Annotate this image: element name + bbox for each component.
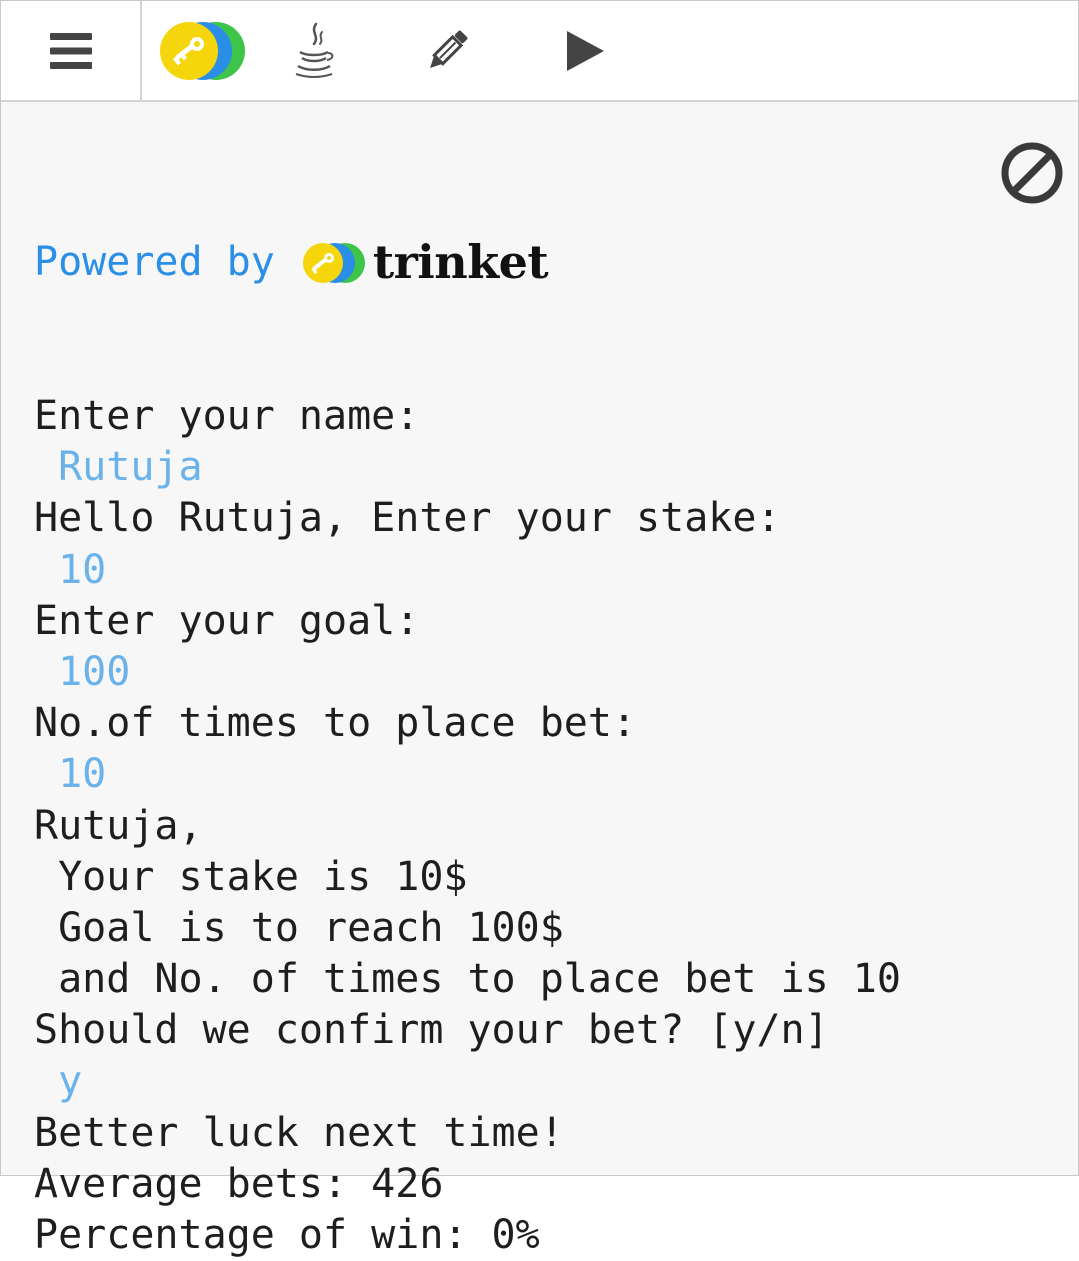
toolbar [1,1,1078,102]
console-output-line: Hello Rutuja, Enter your stake: [34,495,781,542]
clear-output-icon [1001,142,1063,204]
java-icon [295,22,334,78]
run-button[interactable] [559,1,611,100]
powered-by-text: Powered by [34,239,275,286]
java-button[interactable] [286,1,342,100]
console-output-line: Enter your name: [34,393,420,439]
trinket-logo-icon [160,21,245,80]
console-output-line: Your stake is 10$ [34,853,468,900]
console-output-line: and No. of times to place bet is 10 [34,956,901,1003]
console-output-line: Percentage of win: 0% [34,1212,540,1258]
console-input-line: Rutuja [34,444,203,491]
console-output-line: Better luck next time! [34,1109,564,1156]
console-input-line: 100 [34,648,131,695]
console-output-line: Average bets: 426 [34,1160,444,1207]
output-console: Powered by trinket Enter your name: Rutu… [1,102,1078,1258]
powered-by-banner[interactable]: Powered by trinket [34,237,901,288]
trinket-brand-name: trinket [372,235,549,290]
play-icon [567,30,604,71]
console-output-line: Enter your goal: [34,597,420,644]
console-output-line: Goal is to reach 100$ [34,904,564,951]
clear-output-button[interactable] [999,140,1065,206]
pencil-icon [430,30,468,68]
console-output-line: No.of times to place bet: [34,700,637,747]
edit-button[interactable] [419,1,475,100]
console-input-line: 10 [34,546,107,593]
trinket-brand-logo-icon [302,243,365,283]
hamburger-menu-icon [49,32,92,69]
console-output-line: Should we confirm your bet? [y/n] [34,1007,829,1054]
console-output: Powered by trinket Enter your name: Rutu… [34,135,901,1261]
console-input-line: 10 [34,751,107,798]
trinket-logo-button[interactable] [156,1,252,100]
console-output-line: Rutuja, [34,802,203,849]
console-input-line: y [34,1058,83,1105]
menu-button[interactable] [1,1,142,100]
